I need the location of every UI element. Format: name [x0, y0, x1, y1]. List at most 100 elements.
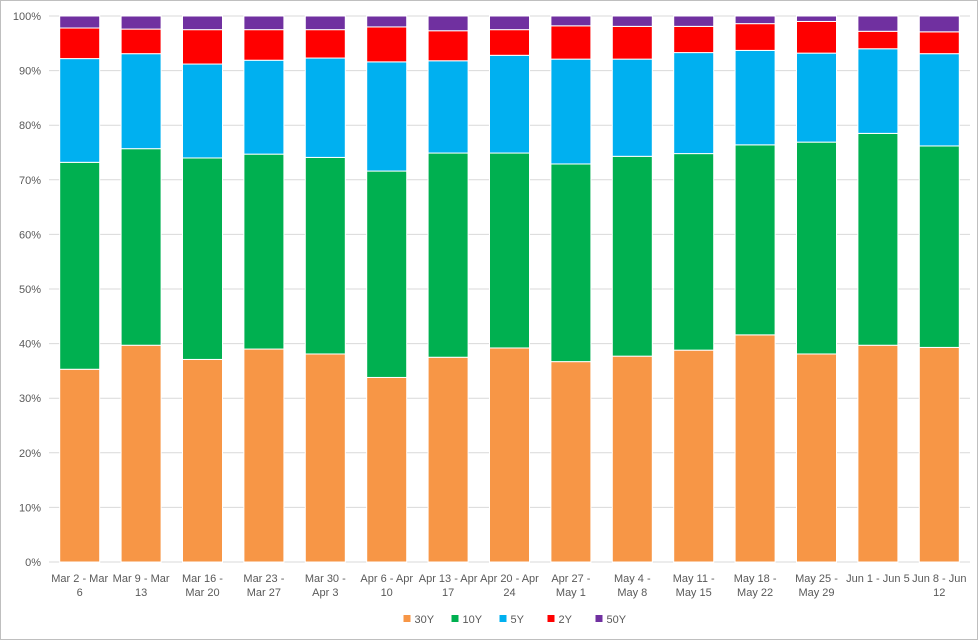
y-tick-label: 20% — [19, 448, 41, 460]
bar-segment-30y — [59, 368, 101, 563]
bar-segment-2y — [182, 29, 223, 65]
bar-segment-30y — [489, 347, 530, 563]
bar-segment-50y — [550, 15, 592, 27]
bar-segment-5y — [489, 54, 530, 154]
legend: 30Y 10Y 5Y 2Y 50Y — [403, 614, 627, 626]
bar-segment-5y — [427, 60, 469, 154]
bar-segment-30y — [796, 353, 837, 563]
bar-segment-50y — [59, 15, 101, 29]
bar-segment-10y — [120, 148, 162, 346]
y-tick-label: 60% — [19, 229, 41, 241]
bar-segment-50y — [857, 15, 899, 32]
x-tick-label: Apr 20 - Apr — [480, 573, 539, 585]
x-tick-label: Mar 20 — [185, 587, 219, 599]
bar-segment-10y — [673, 153, 715, 351]
bar-segment-50y — [734, 15, 776, 25]
bar-segment-2y — [243, 29, 285, 61]
x-tick-label: Apr 6 - Apr — [360, 573, 413, 585]
bar-segment-5y — [120, 53, 162, 150]
bar-segment-50y — [182, 15, 223, 31]
x-tick-label: 10 — [381, 587, 393, 599]
bar-segment-10y — [550, 163, 592, 363]
bar-segment-30y — [734, 334, 776, 563]
bar-segment-5y — [243, 59, 285, 155]
x-tick-label: Apr 3 — [312, 587, 338, 599]
bar-segment-30y — [182, 358, 223, 563]
x-tick-label: Mar 23 - — [243, 573, 284, 585]
x-tick-label: May 1 — [556, 587, 586, 599]
bar-segment-30y — [918, 346, 960, 563]
legend-label-2y: 2Y — [559, 614, 573, 626]
bar-segment-5y — [59, 58, 101, 163]
x-tick-label: Jun 1 - Jun 5 — [846, 573, 910, 585]
bar-segment-10y — [182, 157, 223, 360]
legend-label-50y: 50Y — [607, 614, 627, 626]
x-tick-label: Jun 8 - Jun — [912, 573, 966, 585]
bar-segment-2y — [304, 29, 346, 59]
y-tick-label: 40% — [19, 339, 41, 351]
x-tick-label: 6 — [77, 587, 83, 599]
x-tick-label: Apr 13 - Apr — [419, 573, 478, 585]
bar-segment-50y — [304, 15, 346, 31]
x-tick-label: Mar 27 — [247, 587, 281, 599]
x-tick-label: 12 — [933, 587, 945, 599]
x-tick-label: May 11 - — [673, 573, 715, 585]
bar-segment-50y — [611, 15, 653, 27]
bar-segment-30y — [550, 361, 592, 563]
x-tick-label: 17 — [442, 587, 454, 599]
y-tick-label: 90% — [19, 66, 41, 78]
x-tick-label: 13 — [135, 587, 147, 599]
bars — [59, 15, 960, 563]
y-tick-label: 10% — [19, 502, 41, 514]
bar-segment-10y — [59, 161, 101, 370]
bar-segment-50y — [796, 15, 837, 22]
bar-segment-30y — [673, 349, 715, 563]
bar-segment-30y — [427, 356, 469, 563]
x-tick-label: May 18 - — [734, 573, 777, 585]
legend-label-5y: 5Y — [511, 614, 525, 626]
bar-segment-2y — [366, 26, 408, 63]
bar-segment-2y — [550, 25, 592, 60]
legend-label-30y: 30Y — [415, 614, 435, 626]
bar-segment-50y — [243, 15, 285, 31]
x-tick-label: May 22 — [737, 587, 773, 599]
bar-segment-30y — [304, 353, 346, 563]
y-tick-label: 80% — [19, 120, 41, 132]
y-tick-label: 30% — [19, 393, 41, 405]
x-axis-tick-labels: Mar 2 - Mar 6 Mar 9 - Mar 13 Mar 16 - Mar 20 M… — [51, 573, 966, 599]
bar-segment-50y — [120, 15, 162, 30]
bar-segment-10y — [796, 141, 837, 355]
y-tick-label: 50% — [19, 284, 41, 296]
bar-segment-10y — [243, 153, 285, 350]
y-tick-label: 70% — [19, 175, 41, 187]
bar-segment-2y — [427, 30, 469, 62]
bar-segment-10y — [734, 144, 776, 336]
x-tick-label: Mar 16 - — [182, 573, 223, 585]
bar-segment-5y — [550, 58, 592, 165]
bar-segment-10y — [918, 145, 960, 348]
bar-segment-5y — [304, 57, 346, 158]
bar-segment-2y — [489, 29, 530, 56]
x-tick-label: May 4 - — [614, 573, 651, 585]
x-tick-label: Mar 30 - — [305, 573, 346, 585]
bar-segment-2y — [673, 25, 715, 54]
x-tick-label: Mar 9 - Mar — [113, 573, 170, 585]
bar-segment-10y — [857, 132, 899, 346]
y-axis-tick-labels: 0% 10% 20% 30% 40% 50% 60% 70% 80% 90% 100% — [13, 11, 41, 569]
bar-segment-5y — [734, 49, 776, 146]
bar-segment-2y — [611, 25, 653, 60]
bar-segment-30y — [857, 344, 899, 563]
legend-swatch-5y — [499, 615, 507, 622]
bar-segment-10y — [611, 155, 653, 357]
bar-segment-2y — [59, 27, 101, 60]
bar-segment-50y — [366, 15, 408, 28]
bar-segment-30y — [120, 344, 162, 563]
bar-segment-30y — [243, 348, 285, 563]
bar-segment-2y — [120, 28, 162, 55]
x-tick-label: Apr 27 - — [551, 573, 590, 585]
bar-segment-10y — [489, 152, 530, 349]
bar-segment-50y — [489, 15, 530, 31]
bar-segment-5y — [673, 52, 715, 155]
